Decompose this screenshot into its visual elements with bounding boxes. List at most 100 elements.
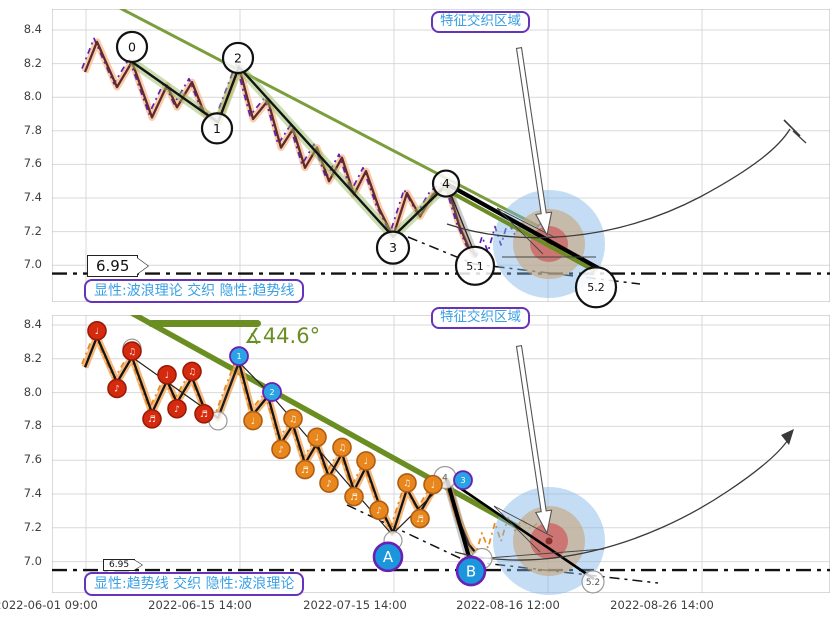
note-marker-orange-♩: ♩ — [243, 410, 263, 431]
wave-52-thick-line — [445, 182, 600, 270]
note-marker-orange-♩: ♩ — [307, 427, 327, 448]
chart-shape — [581, 570, 605, 594]
panel-bottom-overlays: 4 5.2 ♩ ♪ ♫ ♬ ♩ ♪ ♫ ♬ ♩ ♪ ♫ ♬ ♩ ♪ ♫ ♬ ♩ ♪ ♫ ♬ ♩ 1 2 3 A B — [87, 320, 794, 595]
chart-shape — [122, 341, 142, 361]
chart-shape: 3 — [460, 476, 465, 485]
impact-arrow-icon — [515, 344, 553, 535]
bold-4B-line — [445, 479, 473, 565]
trend-marker-A: A — [372, 541, 404, 573]
chart-shape — [375, 230, 411, 265]
note-marker-red-♪: ♪ — [167, 398, 187, 419]
chart-shape: 5.1 — [466, 260, 484, 273]
y-tick-label-top: 8.2 — [23, 55, 42, 70]
wave-marker-5.2: 5.2 — [574, 266, 618, 309]
note-marker-orange-♫: ♫ — [283, 408, 303, 429]
fan-line — [496, 207, 544, 255]
chart-shape: ♪ — [326, 479, 332, 489]
chart-shape — [454, 245, 496, 286]
chart-shape — [397, 473, 417, 493]
chart-shape — [453, 470, 473, 491]
chart-shape — [87, 321, 107, 341]
curve-t-cap-icon — [783, 119, 801, 137]
chart-shape — [271, 439, 291, 460]
chart-shape: ♫ — [338, 444, 346, 454]
note-marker-orange-♪: ♪ — [319, 473, 339, 493]
y-tick-label-bottom: 8.0 — [23, 384, 42, 399]
panel-bottom-plot-area — [52, 315, 830, 593]
chart-shape: ♩ — [431, 481, 435, 491]
chart-shape: 5.2 — [586, 578, 600, 588]
note-marker-red-♩: ♩ — [87, 321, 107, 341]
chart-shape — [221, 41, 255, 75]
chart-shape — [410, 508, 430, 529]
chart-shape: 2 — [269, 388, 274, 397]
wave-marker-3: 3 — [375, 230, 411, 265]
y-tick-label-top: 7.6 — [23, 156, 42, 171]
chart-shape — [431, 169, 461, 198]
chart-shape — [372, 541, 404, 573]
chart-shape — [194, 404, 214, 424]
flag-pointer-icon — [137, 258, 149, 274]
chart-shape: ♬ — [148, 415, 156, 425]
chart-shape — [167, 398, 187, 419]
y-tick-label-top: 7.0 — [23, 257, 42, 272]
chart-shape: ♪ — [376, 506, 382, 516]
chart-shape — [229, 346, 249, 367]
chart-shape — [157, 364, 177, 385]
chart-shape: ♫ — [128, 347, 136, 357]
y-tick-label-top: 8.0 — [23, 89, 42, 104]
chart-shape: 1 — [236, 352, 241, 361]
note-marker-orange-♩: ♩ — [423, 474, 443, 495]
threshold-value-bottom: 6.95 — [109, 560, 130, 570]
y-tick-label-top: 7.8 — [23, 122, 42, 137]
y-tick-label-top: 8.4 — [23, 22, 42, 36]
note-marker-orange-♫: ♫ — [332, 437, 352, 458]
chart-shape — [295, 459, 315, 480]
chart-shape — [307, 427, 327, 448]
chart-shape — [283, 408, 303, 429]
chart-shape: ♪ — [278, 446, 284, 456]
note-marker-red-♫: ♫ — [122, 341, 142, 361]
note-marker-orange-♩: ♩ — [356, 451, 376, 471]
trend-marker-1: 1 — [229, 346, 249, 367]
chart-shape: ♩ — [315, 434, 319, 444]
chart-shape: 4 — [442, 176, 450, 191]
y-tick-label-bottom: 7.8 — [23, 418, 42, 433]
note-marker-orange-♬: ♬ — [295, 459, 315, 480]
y-tick-label-top: 7.4 — [23, 190, 42, 204]
y-tick-label-bottom: 8.2 — [23, 350, 42, 365]
chart-shape: ♬ — [200, 410, 208, 420]
curve-tail-tick — [792, 130, 807, 144]
feature-interweave-region-label-top[interactable]: 特征交织区域 — [431, 11, 530, 33]
trend-marker-3: 3 — [453, 470, 473, 491]
chart-shape: B — [466, 562, 476, 580]
chart-shape: ♬ — [416, 515, 424, 525]
chart-shape — [574, 266, 618, 309]
explicit-implicit-mode-label-top[interactable]: 显性:波浪理论 交织 隐性:趋势线 — [84, 279, 305, 304]
chart-shape: ♩ — [364, 457, 368, 467]
projection-curve — [454, 434, 792, 561]
chart-shape — [200, 112, 234, 145]
bullseye-center-dot — [545, 537, 553, 545]
wave-51-line — [446, 184, 477, 258]
chart-shape — [107, 378, 127, 399]
fan-line — [474, 548, 605, 560]
chart-shape: ♪ — [114, 385, 120, 395]
angle-reference-bar — [148, 320, 261, 327]
note-marker-red-♬: ♬ — [194, 404, 214, 424]
fan-line — [493, 505, 554, 538]
note-marker-red-♫: ♫ — [182, 361, 202, 382]
price-line — [83, 335, 477, 554]
note-marker-red-♪: ♪ — [107, 378, 127, 399]
projection-curve — [446, 128, 791, 239]
feature-interweave-region-label-bottom[interactable]: 特征交织区域 — [431, 307, 530, 329]
chart-shape — [423, 474, 443, 495]
chart-shape — [142, 409, 162, 429]
wave-marker-4: 4 — [431, 169, 461, 198]
chart-shape: ♩ — [251, 417, 255, 427]
explicit-implicit-mode-label-bottom[interactable]: 显性:趋势线 交织 隐性:波浪理论 — [84, 572, 305, 597]
y-tick-label-bottom: 7.4 — [23, 486, 42, 500]
note-marker-red-♩: ♩ — [157, 364, 177, 385]
